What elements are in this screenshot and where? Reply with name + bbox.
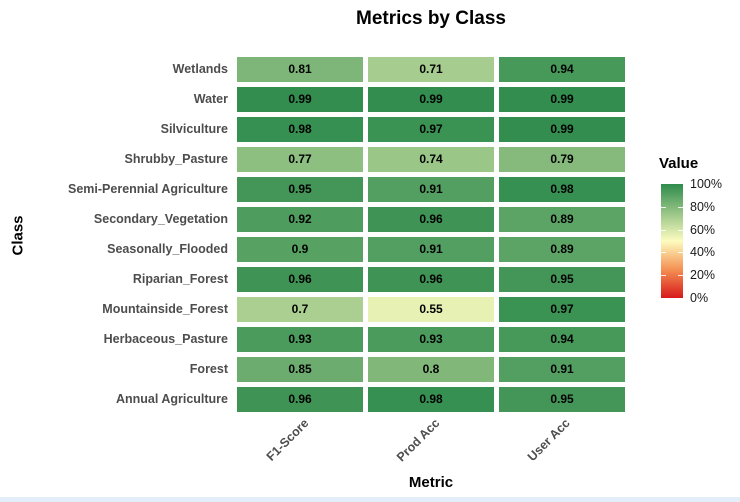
legend-tick-label: 80% bbox=[690, 199, 716, 214]
legend-tick-label: 20% bbox=[690, 268, 716, 283]
heatmap-cell: 0.89 bbox=[499, 237, 625, 262]
legend-title: Value bbox=[659, 155, 699, 172]
heatmap-cell: 0.9 bbox=[237, 237, 363, 262]
heatmap-cell: 0.95 bbox=[499, 267, 625, 292]
heatmap-cell: 0.98 bbox=[368, 387, 494, 412]
x-axis-label: Prod Acc bbox=[393, 416, 442, 465]
heatmap-cell: 0.94 bbox=[499, 57, 625, 82]
heatmap-cell: 0.85 bbox=[237, 357, 363, 382]
heatmap-cell: 0.92 bbox=[237, 207, 363, 232]
y-axis-label: Seasonally_Flooded bbox=[107, 242, 228, 256]
y-axis-label: Water bbox=[193, 92, 228, 106]
heatmap-cell: 0.96 bbox=[368, 207, 494, 232]
colorbar-tick bbox=[678, 252, 683, 254]
heatmap-cell: 0.91 bbox=[499, 357, 625, 382]
y-axis-label: Secondary_Vegetation bbox=[93, 212, 228, 226]
heatmap-cell: 0.79 bbox=[499, 147, 625, 172]
heatmap-cell: 0.91 bbox=[368, 237, 494, 262]
y-axis-label: Herbaceous_Pasture bbox=[103, 332, 228, 346]
colorbar-tick bbox=[678, 206, 683, 208]
heatmap-cell: 0.94 bbox=[499, 327, 625, 352]
y-axis-label: Forest bbox=[189, 362, 228, 376]
heatmap-cell: 0.99 bbox=[499, 87, 625, 112]
heatmap-cell: 0.99 bbox=[237, 87, 363, 112]
heatmap-cell: 0.96 bbox=[368, 267, 494, 292]
y-axis-label: Mountainside_Forest bbox=[102, 302, 228, 316]
heatmap-cell: 0.95 bbox=[237, 177, 363, 202]
x-axis-label: F1-Score bbox=[263, 416, 311, 464]
heatmap-cell: 0.77 bbox=[237, 147, 363, 172]
y-axis-label: Silviculture bbox=[160, 122, 228, 136]
legend-colorbar bbox=[661, 184, 683, 298]
heatmap-cell: 0.96 bbox=[237, 387, 363, 412]
colorbar-tick bbox=[661, 206, 666, 208]
heatmap-cell: 0.71 bbox=[368, 57, 494, 82]
legend-tick-label: 100% bbox=[690, 177, 722, 191]
x-axis-title: Metric bbox=[408, 474, 454, 491]
heatmap-cell: 0.93 bbox=[237, 327, 363, 352]
y-axis-label: Semi-Perennial Agriculture bbox=[68, 182, 228, 196]
colorbar-tick bbox=[661, 252, 666, 254]
heatmap-cell: 0.91 bbox=[368, 177, 494, 202]
heatmap-cell: 0.98 bbox=[237, 117, 363, 142]
y-axis-label: Annual Agriculture bbox=[115, 392, 228, 406]
heatmap-cell: 0.89 bbox=[499, 207, 625, 232]
legend-tick-label: 40% bbox=[690, 245, 716, 260]
window-edge bbox=[0, 497, 740, 502]
heatmap-cell: 0.93 bbox=[368, 327, 494, 352]
colorbar-tick bbox=[678, 275, 683, 277]
heatmap-cell: 0.74 bbox=[368, 147, 494, 172]
y-axis-label: Wetlands bbox=[172, 62, 228, 76]
heatmap-cell: 0.98 bbox=[499, 177, 625, 202]
legend-tick-label: 0% bbox=[690, 291, 709, 305]
colorbar-tick bbox=[678, 229, 683, 231]
colorbar-tick bbox=[661, 275, 666, 277]
heatmap-cell: 0.55 bbox=[368, 297, 494, 322]
legend-tick-label: 60% bbox=[690, 222, 716, 237]
heatmap-cell: 0.99 bbox=[499, 117, 625, 142]
heatmap-cell: 0.96 bbox=[237, 267, 363, 292]
heatmap-cell: 0.95 bbox=[499, 387, 625, 412]
chart-title: Metrics by Class bbox=[356, 8, 506, 29]
heatmap-cell: 0.99 bbox=[368, 87, 494, 112]
y-axis-label: Riparian_Forest bbox=[132, 272, 228, 286]
heatmap-cell: 0.81 bbox=[237, 57, 363, 82]
heatmap-cell: 0.7 bbox=[237, 297, 363, 322]
heatmap-cell: 0.97 bbox=[499, 297, 625, 322]
y-axis-label: Shrubby_Pasture bbox=[124, 152, 228, 166]
heatmap-cell: 0.97 bbox=[368, 117, 494, 142]
x-axis-label: User Acc bbox=[525, 416, 573, 464]
heatmap-cell: 0.8 bbox=[368, 357, 494, 382]
colorbar-tick bbox=[661, 229, 666, 231]
